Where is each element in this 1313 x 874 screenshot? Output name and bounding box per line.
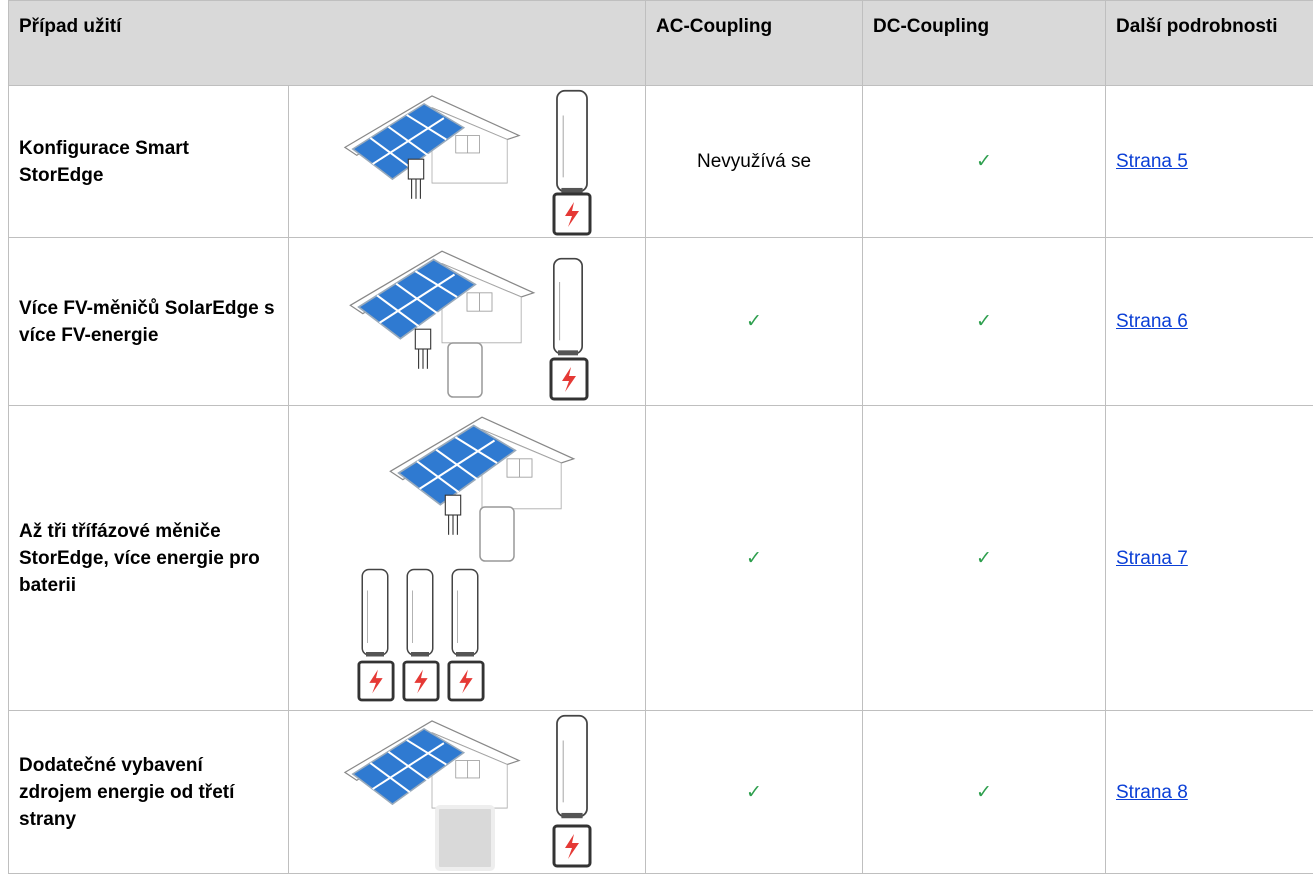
use-case-table: Případ užití AC-Coupling DC-Coupling Dal… (8, 0, 1313, 874)
use-case: Dodatečné vybavení zdrojem energie od tř… (9, 711, 289, 874)
illustration (289, 86, 646, 238)
link-cell: Strana 8 (1106, 711, 1313, 874)
page-link[interactable]: Strana 6 (1116, 311, 1188, 332)
header-row: Případ užití AC-Coupling DC-Coupling Dal… (9, 1, 1313, 86)
row: Až tři třífázové měniče StorEdge, více e… (9, 406, 1313, 711)
page-link[interactable]: Strana 8 (1116, 782, 1188, 803)
ac-cell: ✓ (646, 711, 863, 874)
use-case: Až tři třífázové měniče StorEdge, více e… (9, 406, 289, 711)
illustration (289, 406, 646, 711)
use-case: Konfigurace Smart StorEdge (9, 86, 289, 238)
illustration-svg (317, 408, 617, 708)
page: Případ užití AC-Coupling DC-Coupling Dal… (0, 0, 1313, 873)
row: Dodatečné vybavení zdrojem energie od tř… (9, 711, 1313, 874)
use-case: Více FV-měničů SolarEdge s více FV-energ… (9, 238, 289, 406)
link-cell: Strana 5 (1106, 86, 1313, 238)
illustration-svg (317, 712, 617, 872)
ac-cell: ✓ (646, 238, 863, 406)
ac-cell: Nevyužívá se (646, 86, 863, 238)
dc-cell: ✓ (863, 86, 1106, 238)
header-cell: AC-Coupling (646, 1, 863, 86)
link-cell: Strana 7 (1106, 406, 1313, 711)
header-cell: Případ užití (9, 1, 646, 86)
page-link[interactable]: Strana 7 (1116, 548, 1188, 569)
illustration (289, 711, 646, 874)
header-cell: DC-Coupling (863, 1, 1106, 86)
ac-cell: ✓ (646, 406, 863, 711)
page-link[interactable]: Strana 5 (1116, 151, 1188, 172)
dc-cell: ✓ (863, 406, 1106, 711)
dc-cell: ✓ (863, 238, 1106, 406)
dc-cell: ✓ (863, 711, 1106, 874)
illustration-svg (317, 87, 617, 237)
link-cell: Strana 6 (1106, 238, 1313, 406)
illustration (289, 238, 646, 406)
row: Více FV-měničů SolarEdge s více FV-energ… (9, 238, 1313, 406)
row: Konfigurace Smart StorEdge Nevyužívá se … (9, 86, 1313, 238)
header-cell: Další podrobnosti (1106, 1, 1313, 86)
illustration-svg (317, 239, 617, 404)
